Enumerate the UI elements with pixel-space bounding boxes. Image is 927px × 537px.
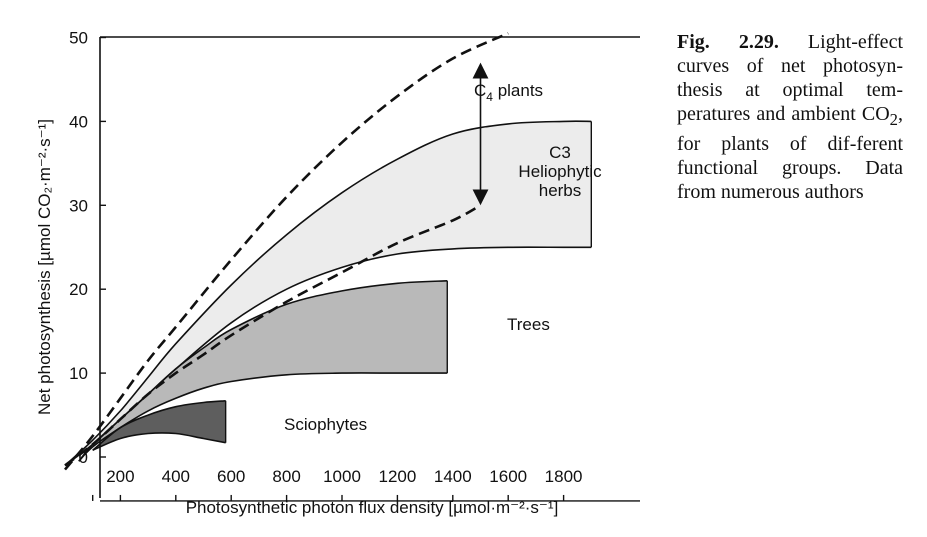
y-tick-label-0: 0 bbox=[79, 448, 88, 467]
y-tick-label-50: 50 bbox=[69, 29, 88, 48]
y-tick-label-20: 20 bbox=[69, 280, 88, 299]
label-c3-heliophytic-herbs: C3 Heliophytic herbs bbox=[518, 143, 602, 200]
figure-caption: Fig. 2.29. Light-effect curves of net ph… bbox=[677, 30, 903, 204]
y-tick-label-40: 40 bbox=[69, 112, 88, 131]
curves bbox=[63, 32, 592, 471]
x-tick-label-200: 200 bbox=[106, 467, 134, 486]
band-trees-fill bbox=[78, 280, 448, 462]
x-tick-label-1800: 1800 bbox=[545, 467, 583, 486]
x-tick-label-1200: 1200 bbox=[378, 467, 416, 486]
region-labels: C4 plants C3 Heliophytic herbs Trees Sciophyt… bbox=[284, 81, 602, 434]
label-c4-plants: C4 plants bbox=[474, 81, 543, 104]
x-tick-label-1000: 1000 bbox=[323, 467, 361, 486]
label-sciophytes: Sciophytes bbox=[284, 415, 367, 434]
caption-subscript: 2 bbox=[889, 110, 898, 129]
c4-plants-dashed-line bbox=[63, 32, 509, 471]
band-sciophytes-fill bbox=[92, 400, 226, 451]
label-trees: Trees bbox=[507, 315, 550, 334]
x-tick-label-1400: 1400 bbox=[434, 467, 472, 486]
c3-lower-dashed-line bbox=[64, 204, 482, 467]
x-tick-label-600: 600 bbox=[217, 467, 245, 486]
caption-text-2: , for plants of dif-ferent functional gr… bbox=[677, 103, 903, 203]
band-sciophytes-upper-line bbox=[92, 400, 226, 451]
caption-fig-number: Fig. 2.29. bbox=[677, 31, 779, 53]
x-tick-label-800: 800 bbox=[272, 467, 300, 486]
axes: 0 10 20 30 40 50 200 400 600 800 1000 1200 1400 1600 1… bbox=[35, 29, 640, 517]
band-c3-herbs-fill bbox=[65, 121, 592, 466]
band-sciophytes-lower-line bbox=[92, 432, 226, 452]
shaded-bands bbox=[65, 121, 592, 466]
x-axis-title: Photosynthetic photon flux density [µmol… bbox=[186, 498, 559, 517]
x-tick-label-1600: 1600 bbox=[489, 467, 527, 486]
x-tick-label-400: 400 bbox=[162, 467, 190, 486]
y-tick-label-30: 30 bbox=[69, 196, 88, 215]
band-c3-herbs-upper-line bbox=[64, 120, 592, 466]
caption-text-1: Light-effect curves of net photosyn-thes… bbox=[677, 31, 903, 125]
y-axis-title: Net photosynthesis [µmol CO₂·m⁻²·s⁻¹] bbox=[35, 119, 54, 415]
y-tick-label-10: 10 bbox=[69, 364, 88, 383]
